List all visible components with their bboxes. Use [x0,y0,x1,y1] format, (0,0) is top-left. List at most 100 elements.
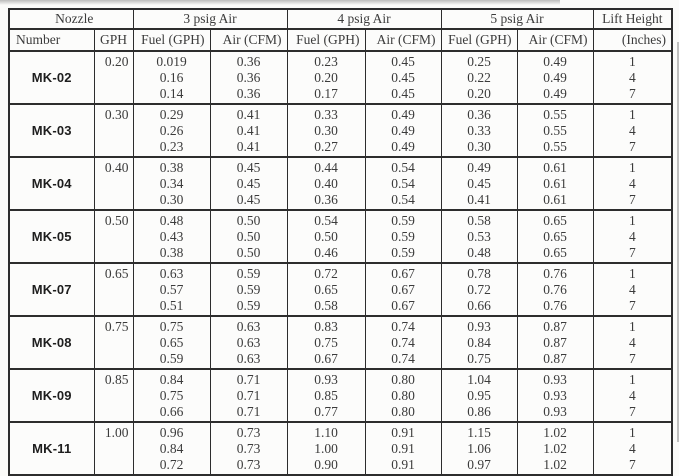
value-line: 0.85 [314,388,338,403]
value-line: 0.84 [159,441,184,456]
value-line: 4 [628,388,636,403]
gph-cell: 0.65 [93,263,134,317]
table-header: Nozzle 3 psig Air 4 psig Air 5 psig Air … [8,9,673,52]
value-line: 0.54 [314,213,338,228]
value-line: 0.91 [391,457,415,472]
value-line: 0.45 [391,70,415,85]
gph-value: 1.00 [104,425,129,440]
value-line: 0.45 [391,86,415,101]
table-body: MK-02 0.20 0.019 0.16 0.14 0.36 0.36 0.36 0.… [8,51,673,476]
nozzle-name: MK-02 [31,70,72,85]
value-line: 0.30 [314,123,338,138]
value-line: 0.87 [543,335,567,350]
value-line: 0.38 [159,245,184,260]
nozzle-name-cell: MK-07 [8,263,95,317]
value-line: 0.67 [391,282,415,297]
fuel-4psig-cell: 0.23 0.20 0.17 [286,51,366,105]
value-line: 0.59 [391,245,415,260]
value-line: 1 [628,107,636,122]
nozzle-row: MK-09 0.85 0.84 0.75 0.66 0.71 0.71 0.71 0.9… [8,369,673,423]
air-3psig-cell: 0.71 0.71 0.71 [209,369,288,423]
value-line: 7 [628,457,636,472]
value-line: 1.02 [543,425,567,440]
value-line: 0.75 [467,351,491,366]
value-line: 0.67 [391,298,415,313]
fuel-3psig-cell: 0.29 0.26 0.23 [132,104,211,158]
air-5psig-cell: 1.02 1.02 1.02 [516,422,594,476]
value-line: 0.27 [314,139,338,154]
value-line: 4 [628,335,636,350]
value-line: 0.63 [236,319,261,334]
value-line: 0.49 [391,139,415,154]
nozzle-name-cell: MK-04 [8,157,95,211]
value-line: 0.73 [236,425,261,440]
value-line: 4 [628,282,636,297]
value-line: 0.41 [236,139,261,154]
value-line: 0.41 [467,192,491,207]
gph-cell: 0.50 [93,210,134,264]
value-line: 7 [628,298,636,313]
nozzle-name-cell: MK-05 [8,210,95,264]
value-line: 0.67 [314,351,338,366]
value-line: 7 [628,139,636,154]
value-line: 0.22 [467,70,491,85]
header-fuel-gph-4psig: Fuel (GPH) [286,29,366,52]
fuel-5psig-cell: 0.25 0.22 0.20 [440,51,518,105]
value-line: 0.50 [314,229,338,244]
value-line: 0.16 [159,70,184,85]
fuel-3psig-cell: 0.84 0.75 0.66 [132,369,211,423]
nozzle-row: MK-05 0.50 0.48 0.43 0.38 0.50 0.50 0.50 0.5… [8,210,673,264]
header-inches: (Inches) [592,29,673,52]
value-line: 0.75 [159,388,184,403]
gph-cell: 0.85 [93,369,134,423]
value-line: 0.59 [236,266,261,281]
gph-value: 0.85 [104,372,129,387]
value-line: 1.02 [543,457,567,472]
value-line: 0.30 [159,192,184,207]
nozzle-row: MK-04 0.40 0.38 0.34 0.30 0.45 0.45 0.45 0.4… [8,157,673,211]
air-3psig-cell: 0.59 0.59 0.59 [209,263,288,317]
value-line: 1.00 [314,441,338,456]
header-3psig-air: 3 psig Air [132,9,288,30]
value-line: 1.02 [543,441,567,456]
value-line: 0.75 [159,319,184,334]
value-line: 0.55 [543,107,567,122]
fuel-3psig-cell: 0.96 0.84 0.72 [132,422,211,476]
value-line: 0.50 [236,245,261,260]
value-line: 0.41 [236,123,261,138]
value-line: 0.40 [314,176,338,191]
value-line: 0.59 [391,213,415,228]
fuel-4psig-cell: 0.44 0.40 0.36 [286,157,366,211]
fuel-4psig-cell: 1.10 1.00 0.90 [286,422,366,476]
value-line: 0.80 [391,372,415,387]
header-number: Number [8,29,95,52]
value-line: 0.36 [236,70,261,85]
value-line: 0.66 [159,404,184,419]
value-line: 0.34 [159,176,184,191]
fuel-5psig-cell: 0.78 0.72 0.66 [440,263,518,317]
value-line: 1.15 [467,425,491,440]
value-line: 1 [628,266,636,281]
air-4psig-cell: 0.49 0.49 0.49 [364,104,442,158]
value-line: 0.51 [159,298,184,313]
value-line: 0.50 [236,229,261,244]
value-line: 0.61 [543,192,567,207]
nozzle-row: MK-03 0.30 0.29 0.26 0.23 0.41 0.41 0.41 0.3… [8,104,673,158]
value-line: 0.87 [543,351,567,366]
scan-artifact-top [0,0,560,5]
air-3psig-cell: 0.50 0.50 0.50 [209,210,288,264]
air-5psig-cell: 0.55 0.55 0.55 [516,104,594,158]
value-line: 0.63 [236,351,261,366]
nozzle-name-cell: MK-08 [8,316,95,370]
value-line: 0.46 [314,245,338,260]
value-line: 0.59 [391,229,415,244]
gph-value: 0.75 [104,319,129,334]
value-line: 0.49 [467,160,491,175]
value-line: 0.93 [314,372,338,387]
value-line: 0.71 [236,372,261,387]
gph-cell: 0.20 [93,51,134,105]
value-line: 0.20 [314,70,338,85]
air-4psig-cell: 0.74 0.74 0.74 [364,316,442,370]
value-line: 0.91 [391,441,415,456]
